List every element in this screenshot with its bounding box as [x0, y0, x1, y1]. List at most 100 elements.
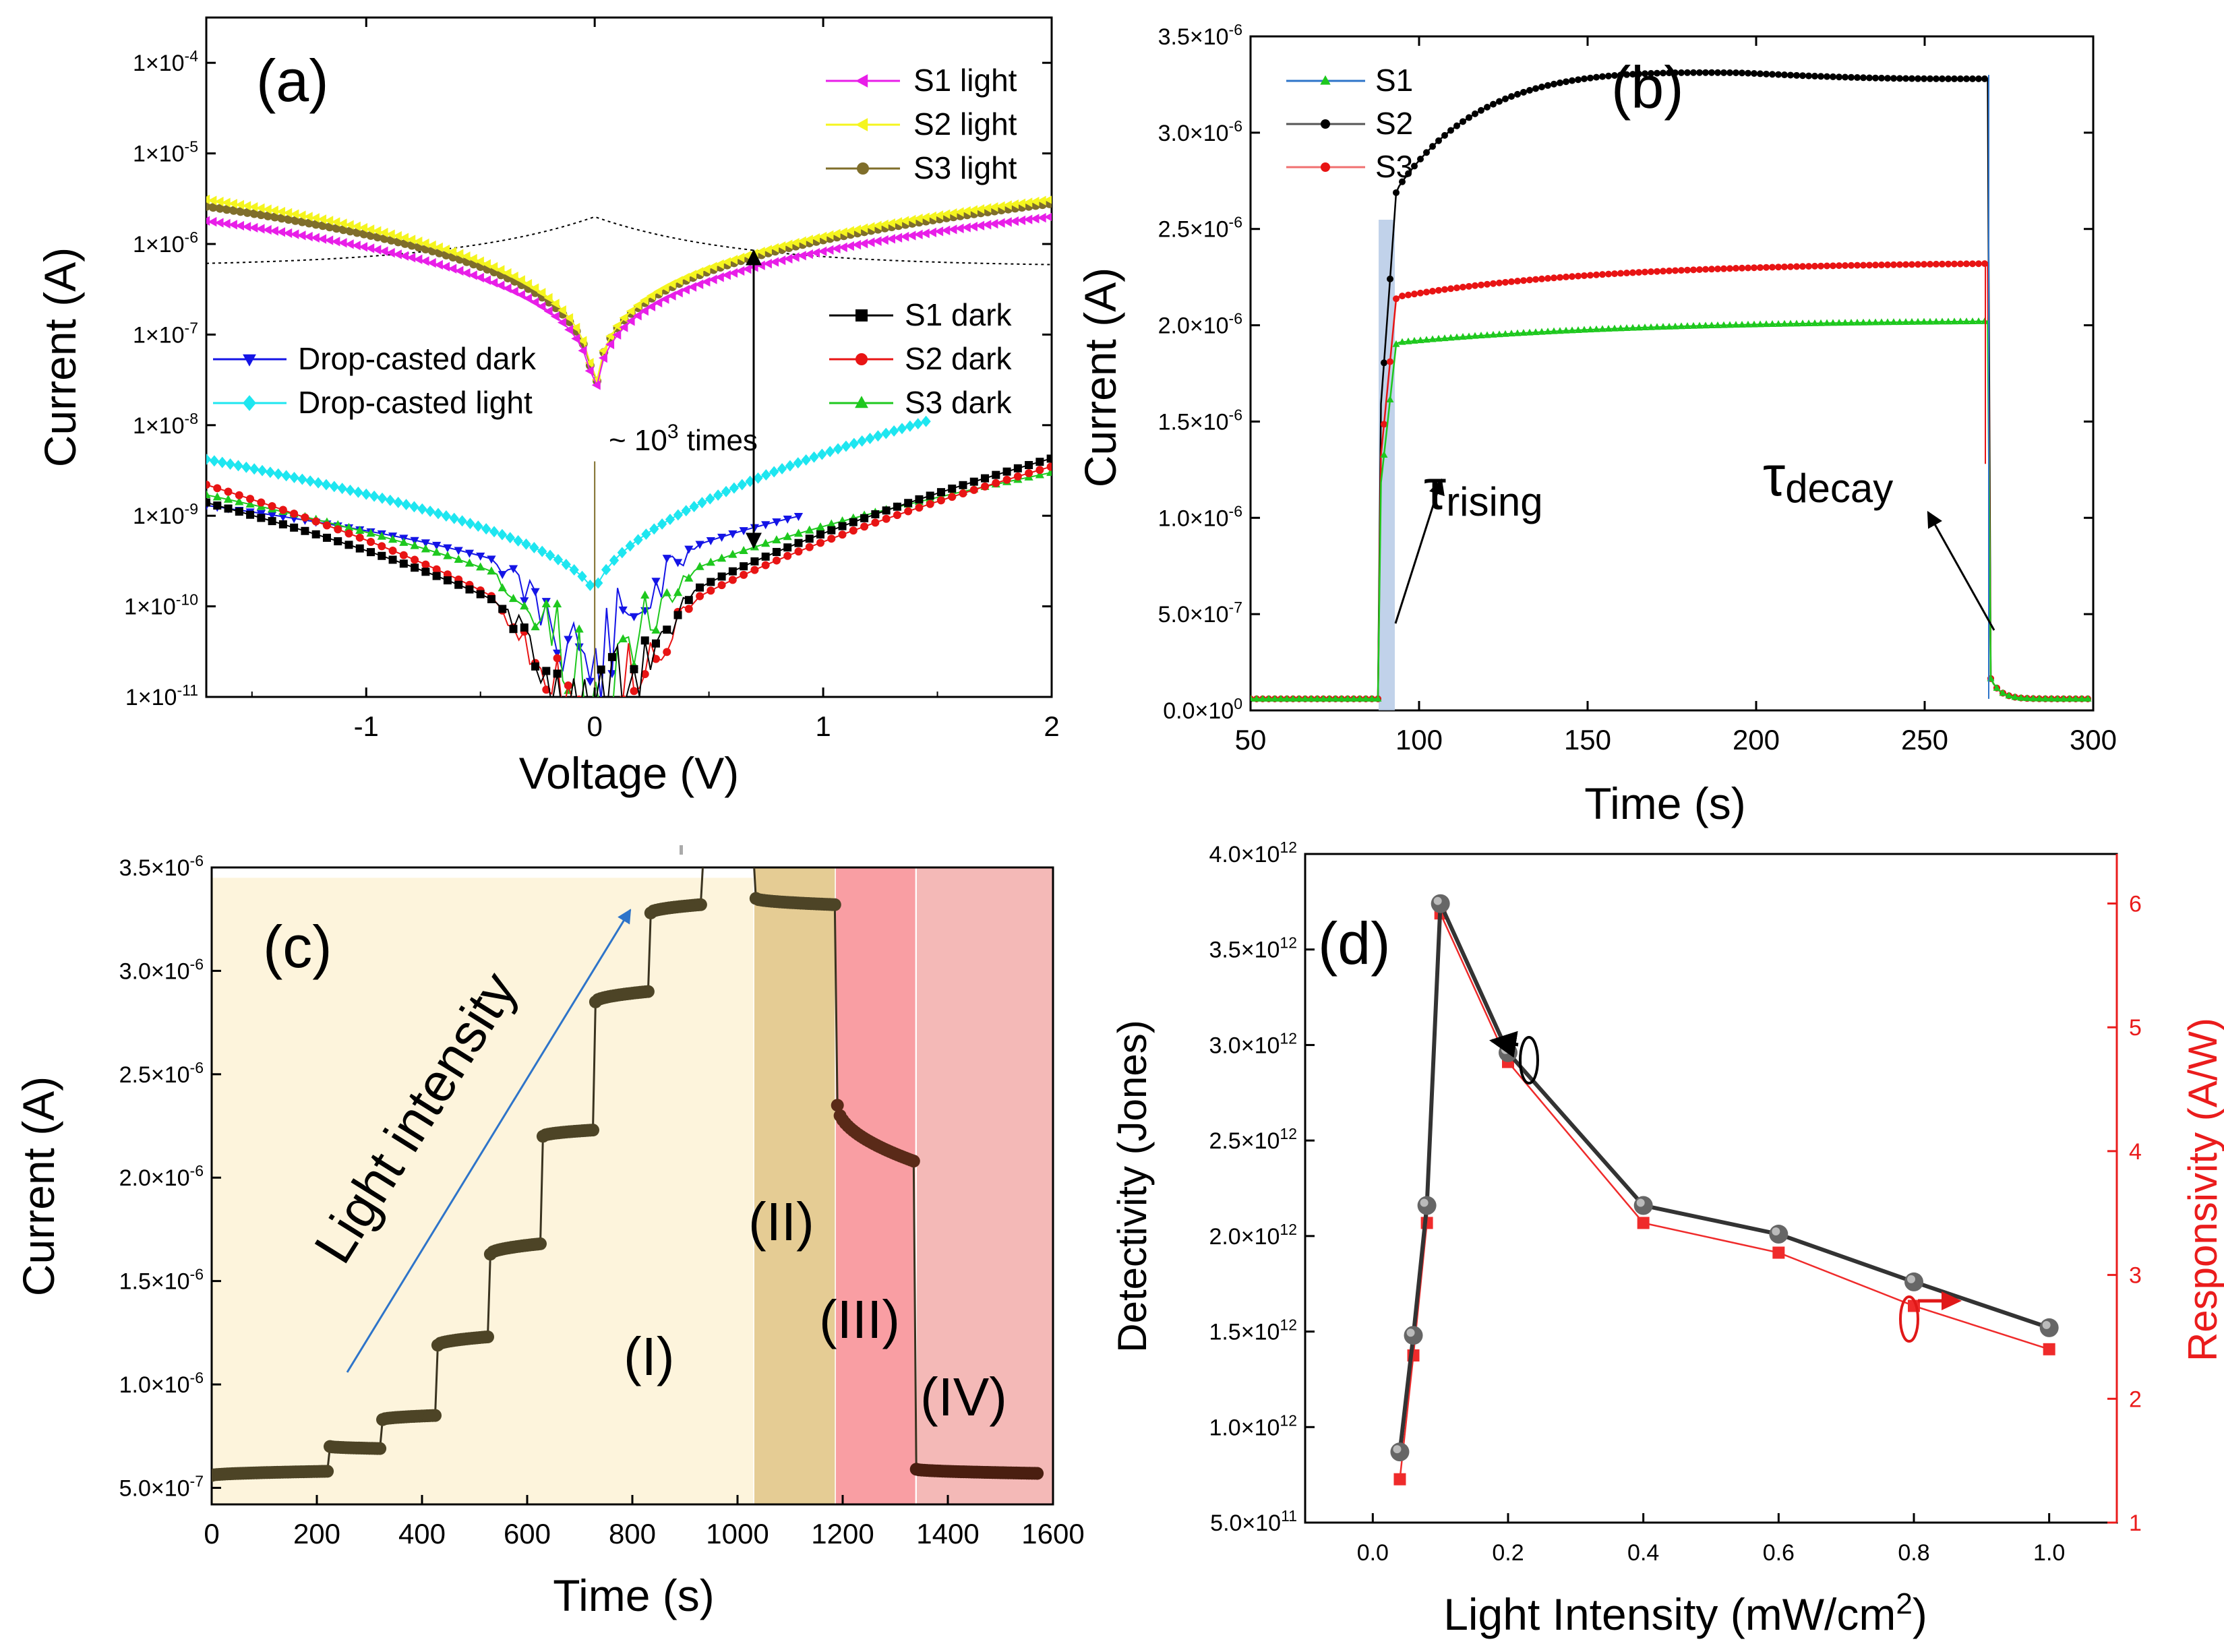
panel-b-series-s3-point: [1909, 261, 1915, 268]
panel-b-series-s1-point: [1380, 451, 1388, 458]
panel-a-series-s1-light-point: [639, 306, 649, 316]
panel-b-ytick-label-mantissa: 1.5×10: [1158, 409, 1229, 435]
panel-a-series-s2-dark-point: [696, 592, 704, 601]
panel-a-series-s1-dark-point: [663, 625, 671, 634]
panel-b-series-s2-point: [1575, 76, 1582, 84]
panel-b-series-s2-point: [1387, 275, 1393, 282]
panel-b-series-s2-point: [1981, 75, 1988, 82]
panel-a-series-s1-light-point: [886, 234, 895, 244]
panel-a-ytick-label-exponent: -5: [185, 138, 198, 156]
panel-a-ytick-label: 1×10-9: [133, 500, 198, 529]
panel-c-series-point: [729, 847, 742, 860]
panel-b-series-s2-point: [1866, 74, 1873, 82]
panel-b-series-s3-point: [1417, 289, 1424, 297]
panel-b-series-s3-point: [1690, 266, 1697, 274]
panel-b-series-s2-point: [1769, 71, 1776, 78]
panel-a-ytick-label-exponent: -4: [185, 47, 199, 65]
panel-a-series-s1-light-point: [571, 334, 580, 344]
panel-b-ytick-label: 1.5×10-6: [1158, 406, 1242, 435]
panel-a-series-s1-dark-point: [915, 495, 924, 503]
panel-c-series-point: [718, 848, 731, 861]
panel-b-series-s3-point: [1605, 270, 1612, 278]
panel-a-series-s2-light-point: [913, 214, 923, 224]
panel-b-series-s2-point: [1435, 137, 1442, 144]
panel-b-series-s1-point: [1404, 337, 1412, 344]
panel-a-series-s2-dark-point: [235, 491, 243, 499]
panel-b-series-s3-point: [1811, 262, 1818, 270]
panel-c-ytick-label-exponent: -6: [190, 955, 204, 973]
panel-a-series-s2-dark-point: [268, 501, 276, 510]
panel-a-series-s1-dark-point: [761, 552, 770, 561]
panel-b-series-s3-point: [1733, 265, 1739, 272]
panel-a-series-s3-dark-point: [464, 558, 475, 567]
panel-a-series-s3-light-point: [256, 210, 266, 220]
panel-b-series-s3-point: [1933, 260, 1940, 268]
panel-d-xtick-label: 0.2: [1492, 1540, 1524, 1566]
panel-b-series-s2-point: [1726, 69, 1733, 76]
panel-b-series-s3-point: [1581, 272, 1588, 279]
panel-a-ytick-label-exponent: -7: [185, 319, 198, 336]
panel-b-series-s3-point: [1854, 262, 1861, 269]
panel-b-series-s1-point: [2072, 694, 2080, 702]
panel-a-series-drop-dark-point: [597, 698, 605, 706]
panel-a-series-s2-light-point: [694, 267, 704, 277]
panel-b-series-s3-point: [1757, 264, 1764, 271]
panel-a-series-s1-light-point: [359, 242, 368, 252]
panel-a-series-s2-light-point: [318, 214, 327, 224]
panel-a-series-s1-dark-point: [728, 567, 737, 576]
panel-a-series-s1-dark-point: [465, 585, 474, 594]
panel-a-series-s2-light-point: [598, 346, 607, 356]
panel-a-series-s2-dark-point: [290, 510, 299, 518]
panel-a-series-s2-light-point: [297, 210, 306, 220]
panel-a-series-drop-light-point: [321, 479, 332, 491]
panel-b-series-s1-point: [1338, 694, 1346, 702]
panel-a-ytick-label-exponent: -10: [176, 591, 198, 609]
panel-b-series-s2-point: [1623, 71, 1630, 78]
panel-c-xtick-label: 0: [204, 1518, 219, 1550]
panel-a-series-s2-light-point: [427, 240, 436, 251]
panel-a-series-s2-light-point: [392, 231, 402, 241]
panel-a-series-s2-dark-point: [246, 495, 255, 503]
panel-d-ytick-label: 1.0×1012: [1209, 1411, 1297, 1440]
panel-a-ytick-label-exponent: -9: [185, 500, 198, 518]
panel-a-series-drop-dark-point: [717, 533, 727, 542]
panel-b-series-s2-point: [1963, 75, 1970, 82]
panel-b-ytick-label-exponent: -6: [1229, 117, 1242, 135]
panel-a-series-s2-light-point: [688, 270, 697, 280]
panel-a-series-s2-light-point: [968, 205, 978, 215]
panel-a-series-drop-light-point: [577, 570, 587, 582]
panel-b-series-s2-point: [1453, 122, 1460, 129]
panel-a-series-drop-dark-point: [421, 539, 430, 548]
panel-a-series-s3-dark-point: [245, 499, 255, 508]
panel-a-ylabel: Current (A): [35, 247, 85, 467]
panel-b-series-s2-point: [1484, 104, 1491, 111]
panel-a-ytick-label-mantissa: 1×10: [133, 51, 185, 76]
panel-a-series-drop-light-point: [657, 518, 667, 530]
panel-b-series-s1-point: [1386, 396, 1394, 403]
panel-a-series-s1-light-point: [1002, 217, 1012, 227]
panel-a-series-s3-dark-point: [793, 528, 804, 537]
panel-a-series-s2-light-point: [351, 221, 361, 231]
panel-a-series-s2-light-point: [859, 223, 868, 233]
panel-c-region-4-band: [916, 867, 1053, 1504]
panel-a-series-s2-light-point: [1037, 195, 1046, 206]
panel-a-series-s2-dark-point: [608, 710, 616, 718]
panel-b-series-s1-point: [1932, 317, 1940, 325]
panel-a-series-s2-dark-point: [871, 518, 880, 527]
panel-c-xtick-label: 400: [398, 1518, 446, 1550]
panel-b-series-s3-point: [1508, 278, 1515, 285]
panel-a-series-s2-light-point: [612, 321, 622, 331]
panel-a-series-s1-light-point: [612, 330, 622, 340]
panel-a-series-s2-light-point: [379, 227, 388, 238]
panel-a-series-s2-light-point: [475, 256, 484, 266]
panel-b-series-s3-point: [1848, 262, 1855, 269]
panel-d-responsivity-point: [1772, 1246, 1785, 1259]
panel-b-series-s1-point: [1513, 329, 1522, 336]
panel-a-series-drop-light-point: [329, 481, 339, 493]
panel-a-series-s2-light-point: [605, 331, 615, 341]
panel-b-series-s2-point: [1733, 69, 1739, 76]
panel-a-series-s1-light-point: [632, 311, 642, 321]
panel-b-series-s1-point: [1635, 324, 1643, 331]
panel-a-series-s1-dark-point: [640, 636, 649, 645]
